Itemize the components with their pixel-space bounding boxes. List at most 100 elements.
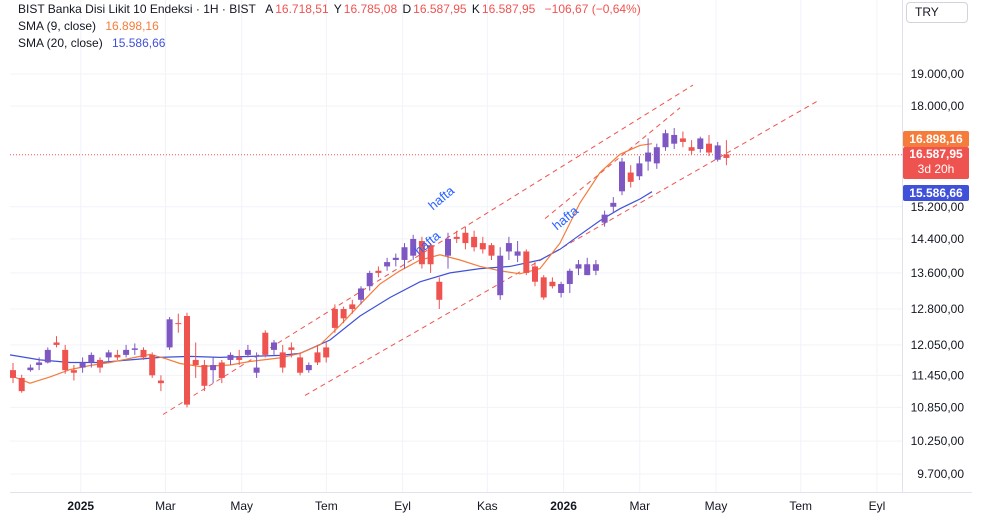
candle-body [392, 257, 399, 260]
candle-body [10, 370, 16, 378]
candle-body [697, 138, 704, 149]
candle-body [523, 251, 530, 273]
candle-body [497, 255, 504, 296]
candle-body [79, 362, 86, 368]
candle-body [201, 365, 208, 386]
candle-body [184, 316, 190, 405]
y-tick-label: 12.800,00 [911, 302, 965, 316]
candle-body [244, 349, 251, 355]
candle-body [44, 349, 51, 363]
sma9-line [9, 143, 653, 384]
candle-body [532, 266, 538, 282]
legend-sma20[interactable]: SMA (20, close) 15.586,66 [18, 35, 167, 51]
candle-body [210, 365, 217, 371]
legend-low-label: D [402, 2, 412, 16]
legend-sma20-value: 15.586,66 [112, 36, 166, 50]
candle-body [714, 145, 721, 160]
currency-button[interactable]: TRY [906, 2, 968, 23]
candle-body [192, 359, 199, 366]
candle-body [566, 270, 573, 284]
candle-body [288, 347, 295, 350]
candle-body [462, 232, 469, 244]
last-price-value: 16.587,95 [909, 147, 963, 161]
candle-body [505, 243, 512, 252]
candle-body [471, 236, 478, 248]
candle-body [114, 354, 121, 358]
candle-body [123, 349, 130, 355]
candle-body [645, 152, 652, 162]
x-tick-label: Kas [477, 499, 498, 513]
legend-sma9[interactable]: SMA (9, close) 16.898,16 [18, 18, 161, 34]
y-tick-label: 14.400,00 [911, 232, 965, 246]
candle-body [723, 154, 730, 158]
x-tick-label: 2026 [550, 499, 577, 513]
legend-change: −106,67 (−0,64%) [544, 2, 641, 16]
legend-title: BIST Banka Disi Likit 10 Endeksi · 1H · … [18, 2, 256, 16]
candle-body [314, 352, 321, 363]
candle-body [627, 172, 634, 182]
x-axis-border [10, 492, 972, 493]
x-tick-label: 2025 [67, 499, 94, 513]
candle-body [384, 262, 391, 267]
candle-body [540, 277, 547, 298]
legend-sma9-value: 16.898,16 [105, 19, 159, 33]
candle-body [592, 264, 599, 271]
candle-body [662, 133, 669, 148]
candle-body [375, 270, 382, 273]
candle-body [88, 354, 95, 363]
x-tick-label: Tem [789, 499, 812, 513]
candle-body [558, 283, 565, 293]
candle-body [262, 332, 269, 355]
candle-body [410, 238, 417, 256]
candle-body [436, 281, 443, 300]
y-tick-label: 11.450,00 [912, 368, 965, 382]
candle-body [349, 304, 356, 310]
candle-body [305, 365, 312, 371]
x-tick-label: May [230, 499, 253, 513]
candle-body [218, 362, 225, 378]
legend-main[interactable]: BIST Banka Disi Likit 10 Endeksi · 1H · … [18, 1, 643, 17]
legend-sma20-label: SMA (20, close) [18, 36, 103, 50]
annotation-label: hafta [411, 227, 443, 258]
candle-body [366, 272, 373, 287]
candle-body [401, 247, 408, 260]
x-tick-label: Mar [629, 499, 650, 513]
candle-body [18, 377, 25, 392]
sma9-price-tag: 16.898,16 [903, 131, 969, 147]
candle-body [97, 359, 103, 368]
candle-body [271, 342, 277, 350]
y-tick-label: 12.050,00 [911, 338, 965, 352]
candle-body [488, 245, 495, 256]
y-tick-label: 10.850,00 [911, 400, 965, 414]
candle-body [619, 161, 625, 192]
candle-body [601, 214, 608, 223]
legend-low-value: 16.587,95 [413, 2, 467, 16]
legend-high-value: 16.785,08 [343, 2, 398, 16]
candle-body [671, 134, 678, 144]
y-tick-label: 13.600,00 [911, 266, 965, 280]
candle-body [584, 264, 591, 276]
legend-open-label: A [265, 2, 274, 16]
annotation-label: hafta [425, 182, 457, 213]
candle-body [549, 281, 556, 287]
legend-sma9-label: SMA (9, close) [18, 19, 97, 33]
candle-body [105, 352, 112, 358]
legend-open-value: 16.718,51 [275, 2, 329, 16]
candle-body [514, 251, 521, 256]
candle-body [453, 236, 460, 239]
candle-body [36, 362, 43, 366]
y-axis-border [902, 0, 903, 493]
y-tick-label: 9.700,00 [917, 467, 964, 481]
candle-body [175, 323, 182, 325]
x-tick-label: Eyl [394, 499, 411, 513]
candle-body [706, 143, 712, 153]
candle-body [358, 288, 364, 300]
candle-body [297, 357, 304, 373]
candle-body [70, 370, 77, 373]
x-tick-label: Tem [315, 499, 338, 513]
candle-body [479, 243, 486, 250]
candle-body [253, 367, 260, 373]
candle-body [27, 367, 34, 371]
candle-body [131, 348, 138, 350]
